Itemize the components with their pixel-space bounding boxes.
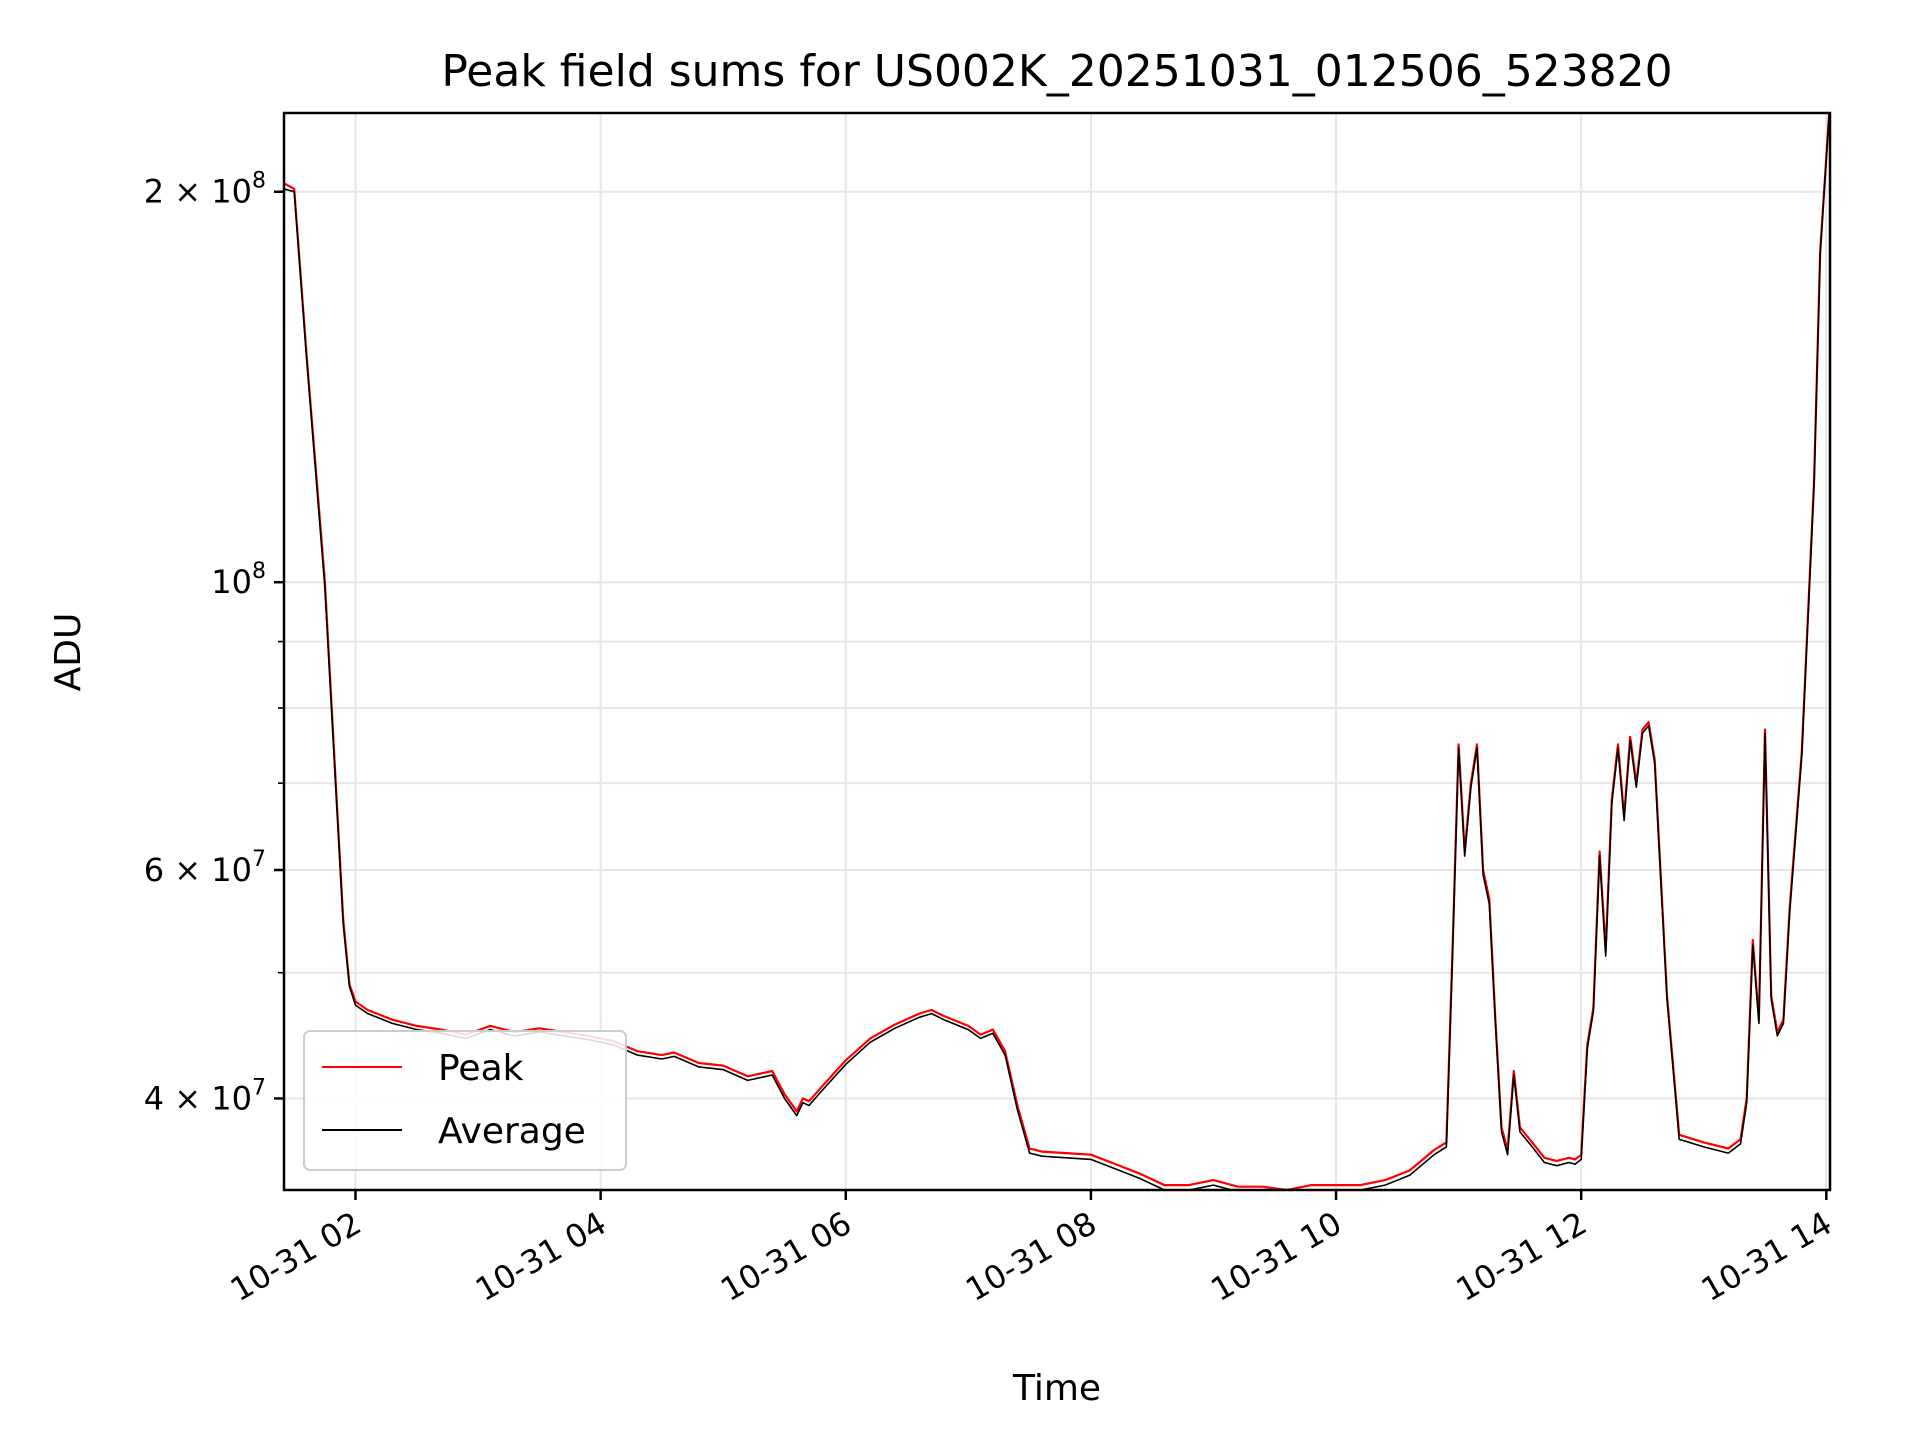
y-tick-label: 108	[211, 559, 266, 601]
chart-title: Peak field sums for US002K_20251031_0125…	[441, 46, 1672, 97]
y-tick-label-exponent: 8	[252, 169, 266, 194]
x-axis-label: Time	[1012, 1368, 1101, 1409]
legend-label-average: Average	[438, 1111, 586, 1152]
y-tick-label: 4 × 107	[144, 1075, 266, 1117]
y-tick-label-exponent: 7	[252, 1075, 266, 1100]
legend: Peak Average	[303, 1030, 627, 1171]
y-axis-label: ADU	[48, 613, 89, 692]
y-tick-label-base: 10	[211, 563, 252, 601]
y-tick-label-exponent: 8	[252, 559, 266, 584]
legend-label-peak: Peak	[438, 1048, 524, 1089]
y-tick-label-exponent: 7	[252, 847, 266, 872]
y-tick-label-base: 4 × 10	[144, 1079, 252, 1117]
y-tick-label: 2 × 108	[144, 169, 266, 211]
y-tick-label-base: 2 × 10	[144, 173, 252, 211]
grid-lines	[284, 113, 1830, 1190]
legend-box	[303, 1030, 627, 1171]
y-tick-label: 6 × 107	[144, 847, 266, 889]
plot-frame	[282, 111, 1832, 1192]
y-tick-label-base: 6 × 10	[144, 851, 252, 889]
